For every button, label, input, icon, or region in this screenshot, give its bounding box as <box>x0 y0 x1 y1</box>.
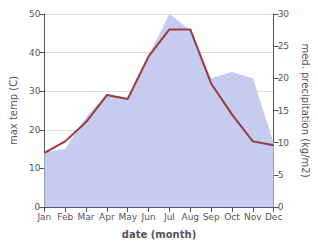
svg-text:Nov: Nov <box>244 212 262 222</box>
svg-text:Sep: Sep <box>203 212 220 222</box>
svg-text:20: 20 <box>278 73 290 83</box>
svg-text:Feb: Feb <box>57 212 73 222</box>
svg-text:15: 15 <box>278 106 289 116</box>
svg-text:med. precipitation (kg/m2): med. precipitation (kg/m2) <box>300 43 311 177</box>
svg-text:0: 0 <box>35 202 41 212</box>
svg-text:25: 25 <box>278 41 289 51</box>
svg-text:30: 30 <box>29 86 41 96</box>
svg-text:5: 5 <box>278 170 284 180</box>
svg-text:50: 50 <box>29 9 41 19</box>
svg-text:Aug: Aug <box>181 212 199 222</box>
svg-text:10: 10 <box>29 163 41 173</box>
svg-text:20: 20 <box>29 125 41 135</box>
svg-text:10: 10 <box>278 138 290 148</box>
svg-text:May: May <box>118 212 137 222</box>
svg-text:max temp (C): max temp (C) <box>8 76 19 145</box>
svg-text:Oct: Oct <box>224 212 240 222</box>
svg-text:30: 30 <box>278 9 290 19</box>
svg-text:Jun: Jun <box>141 212 156 222</box>
svg-text:40: 40 <box>29 48 41 58</box>
svg-text:Dec: Dec <box>265 212 282 222</box>
svg-text:Jan: Jan <box>36 212 51 222</box>
svg-text:Jul: Jul <box>163 212 175 222</box>
svg-text:Apr: Apr <box>99 212 115 222</box>
svg-text:Mar: Mar <box>78 212 95 222</box>
svg-text:0: 0 <box>278 202 284 212</box>
svg-text:date (month): date (month) <box>122 229 196 240</box>
